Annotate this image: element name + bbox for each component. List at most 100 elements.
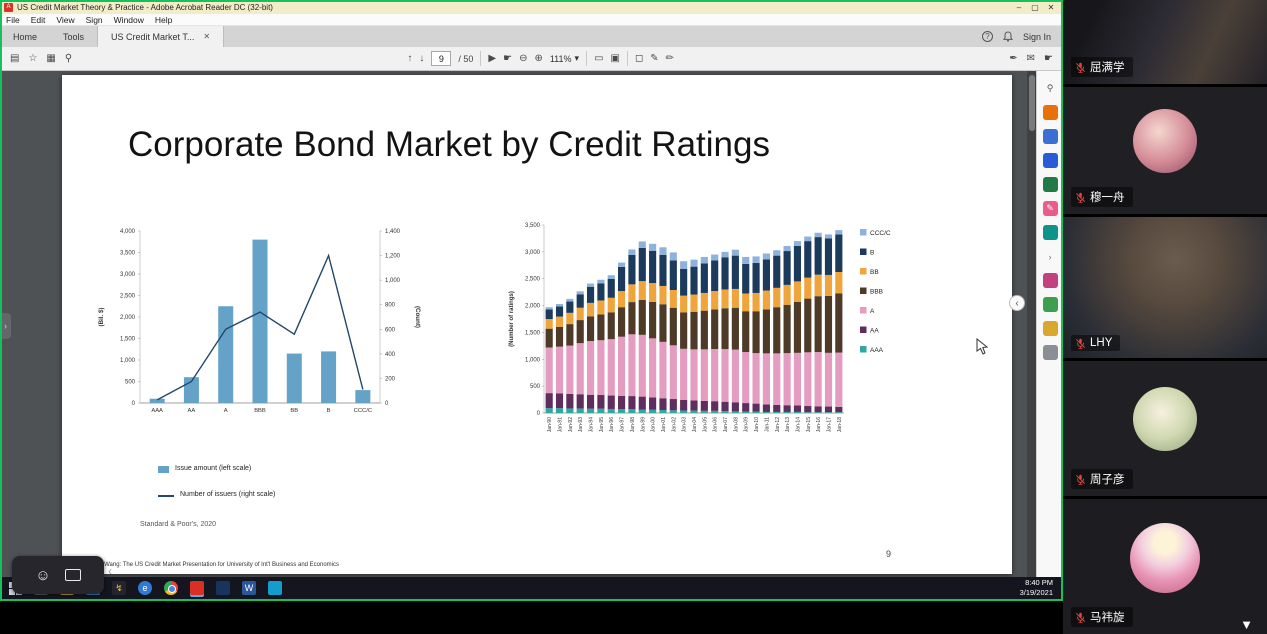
emoji-reaction-icon[interactable]: ☺: [35, 566, 51, 584]
line-legend-swatch: [158, 495, 174, 497]
svg-text:400: 400: [385, 352, 396, 358]
zoom-out-icon[interactable]: ⊖: [519, 53, 528, 64]
participant-name-badge: 穆一舟: [1071, 187, 1133, 207]
svg-text:AA: AA: [870, 328, 879, 335]
notification-bell-icon[interactable]: [1002, 31, 1013, 42]
menu-edit[interactable]: Edit: [30, 14, 46, 25]
svg-text:Jan-15: Jan-15: [806, 417, 812, 433]
svg-text:Jan-13: Jan-13: [785, 417, 791, 433]
rail-expand-chevron-icon[interactable]: ›: [1048, 251, 1052, 262]
svg-text:BB: BB: [290, 408, 298, 414]
svg-text:Jan-97: Jan-97: [620, 417, 626, 433]
rail-edit-pdf-icon[interactable]: [1042, 273, 1058, 288]
star-icon[interactable]: ☆: [28, 53, 38, 64]
sidebar-collapse-button[interactable]: ▼: [1240, 617, 1253, 632]
page-number-input[interactable]: 9: [431, 51, 452, 66]
tab-home[interactable]: Home: [13, 31, 38, 42]
print-icon[interactable]: ▦: [46, 53, 56, 64]
select-tool-icon[interactable]: ▶: [488, 53, 497, 64]
rail-more-tools-icon[interactable]: [1042, 345, 1058, 360]
meeting-reaction-toolbar: ☺: [12, 556, 104, 594]
rail-search-icon[interactable]: ⚲: [1046, 83, 1054, 93]
participant-tile[interactable]: 穆一舟: [1063, 87, 1267, 214]
menu-view[interactable]: View: [56, 14, 75, 25]
participant-name-badge: LHY: [1071, 335, 1121, 351]
send-email-icon[interactable]: ✉: [1026, 53, 1036, 64]
svg-text:(Count): (Count): [414, 306, 421, 328]
maximize-button[interactable]: ▢: [1031, 2, 1039, 12]
tab-close-icon[interactable]: ✕: [203, 32, 211, 41]
acrobat-taskbar-icon[interactable]: [190, 581, 204, 595]
rail-export-pdf-icon[interactable]: [1042, 105, 1058, 120]
zoom-in-icon[interactable]: ⊕: [534, 53, 543, 64]
comment-icon[interactable]: ◻: [634, 53, 644, 64]
svg-text:AAA: AAA: [151, 408, 163, 414]
fit-width-icon[interactable]: ▭: [594, 53, 604, 64]
svg-text:BBB: BBB: [254, 408, 266, 414]
menu-window[interactable]: Window: [113, 14, 144, 25]
pdf-page: Corporate Bond Market by Credit Ratings …: [62, 75, 1012, 574]
chrome-browser-icon[interactable]: [164, 581, 178, 595]
slide-page-number: 9: [886, 549, 892, 559]
participant-tile[interactable]: 周子彦: [1063, 361, 1267, 496]
rail-combine-files-icon[interactable]: [1042, 321, 1058, 336]
fullscreen-icon[interactable]: ▣: [610, 53, 620, 64]
vertical-scrollbar[interactable]: [1027, 71, 1036, 577]
svg-text:BB: BB: [870, 269, 879, 276]
participant-tile[interactable]: 屈满学: [1063, 0, 1267, 84]
taskbar-clock[interactable]: 8:40 PM 3/19/2021: [1019, 578, 1053, 597]
pencil-icon[interactable]: ✎: [650, 53, 659, 64]
vscode-app-icon[interactable]: [216, 581, 230, 595]
svg-text:1,000: 1,000: [120, 358, 136, 364]
tab-tools[interactable]: Tools: [63, 31, 85, 42]
svg-text:2,500: 2,500: [120, 294, 136, 300]
svg-text:Jan-01: Jan-01: [661, 417, 667, 433]
help-icon[interactable]: ?: [981, 31, 993, 42]
minimize-button[interactable]: –: [1016, 2, 1022, 12]
rail-organize-pages-icon[interactable]: [1042, 153, 1058, 168]
muted-mic-icon: [1076, 192, 1085, 203]
participant-tile[interactable]: LHY: [1063, 217, 1267, 358]
fill-sign-icon[interactable]: ✒: [1009, 53, 1018, 64]
svg-text:0: 0: [132, 401, 136, 407]
svg-text:1,500: 1,500: [120, 337, 136, 343]
lightning-app-icon[interactable]: ↯: [112, 581, 126, 595]
teams-app-icon[interactable]: [268, 581, 282, 595]
menu-help[interactable]: Help: [154, 14, 173, 25]
tab-document[interactable]: US Credit Market T... ✕: [97, 26, 225, 47]
rail-create-pdf-icon[interactable]: [1042, 297, 1058, 312]
participant-tile[interactable]: 马祎旋 ▼: [1063, 499, 1267, 634]
toolbar-collapse-chevron-icon[interactable]: ‹: [108, 564, 112, 578]
rail-excel-export-icon[interactable]: [1042, 177, 1058, 192]
menu-sign[interactable]: Sign: [85, 14, 103, 25]
svg-text:Jan-04: Jan-04: [692, 417, 698, 433]
thumbnails-pane-toggle[interactable]: ›: [0, 313, 11, 339]
file-panel-icon[interactable]: ▤: [10, 53, 20, 64]
search-icon[interactable]: ⚲: [64, 53, 73, 64]
zoom-level-select[interactable]: 111% ▾: [549, 53, 580, 64]
svg-text:2,000: 2,000: [525, 304, 541, 310]
menu-file[interactable]: File: [6, 14, 20, 25]
edge-browser-icon[interactable]: e: [138, 581, 152, 595]
scrollbar-thumb[interactable]: [1028, 75, 1035, 131]
hide-pane-chevron-icon[interactable]: ‹: [1009, 295, 1025, 311]
previous-page-icon[interactable]: ↑: [407, 53, 413, 64]
muted-mic-icon: [1076, 62, 1085, 73]
share-screen-icon[interactable]: [64, 569, 81, 581]
rail-stamp-icon[interactable]: [1042, 225, 1058, 240]
word-app-icon[interactable]: W: [242, 581, 256, 595]
avatar: [1130, 523, 1200, 593]
legend-issue-amount: Issue amount (left scale): [158, 465, 251, 473]
rail-comment-icon[interactable]: [1042, 129, 1058, 144]
share-icon[interactable]: ☛: [1044, 53, 1053, 64]
close-button[interactable]: ✕: [1047, 2, 1055, 12]
participants-sidebar: 屈满学 穆一舟 LHY 周子彦: [1063, 0, 1267, 634]
shared-screen: A US Credit Market Theory & Practice - A…: [0, 0, 1063, 601]
rail-highlight-icon[interactable]: ✎: [1042, 201, 1058, 216]
page-total-label: / 50: [458, 53, 474, 64]
highlighter-icon[interactable]: ✏: [665, 53, 675, 64]
svg-text:2,000: 2,000: [120, 315, 136, 321]
hand-tool-icon[interactable]: ☛: [503, 53, 513, 64]
sign-in-button[interactable]: Sign In: [1022, 31, 1051, 42]
next-page-icon[interactable]: ↓: [419, 53, 425, 64]
